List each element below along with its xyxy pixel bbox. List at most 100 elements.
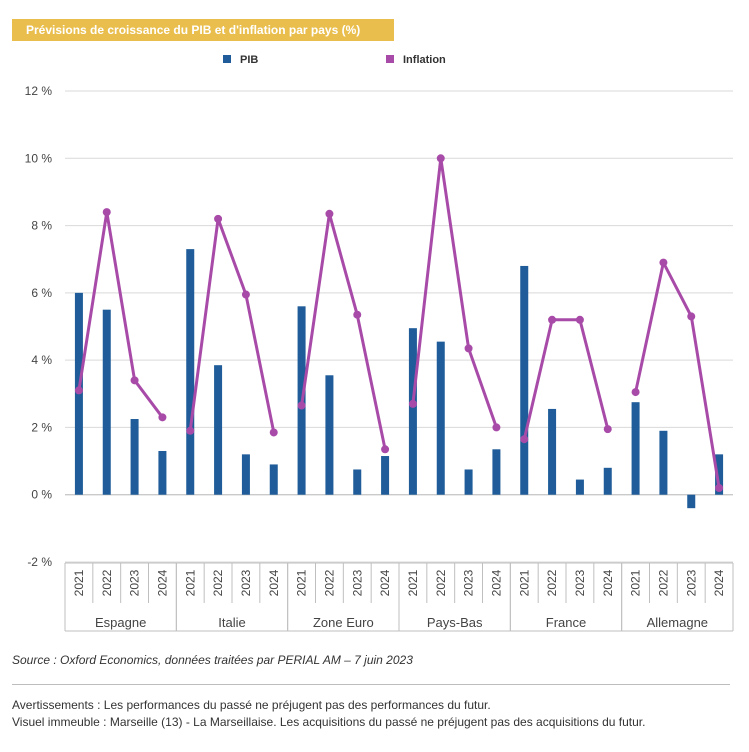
x-year-label: 2022 bbox=[322, 569, 336, 596]
x-year-label: 2023 bbox=[239, 569, 253, 596]
inflation-point bbox=[548, 315, 557, 324]
inflation-point bbox=[158, 413, 167, 422]
x-year-label: 2022 bbox=[545, 569, 559, 596]
pib-bar bbox=[659, 430, 668, 495]
inflation-point bbox=[186, 426, 195, 435]
inflation-point bbox=[687, 312, 696, 321]
inflation-line bbox=[300, 212, 387, 450]
y-tick-label: 2 % bbox=[31, 420, 52, 434]
inflation-point bbox=[603, 425, 612, 434]
pib-bar bbox=[436, 341, 445, 495]
x-year-label: 2021 bbox=[629, 569, 643, 596]
pib-bar bbox=[130, 419, 139, 495]
x-year-label: 2021 bbox=[406, 569, 420, 596]
inflation-point bbox=[381, 445, 390, 454]
x-year-label: 2024 bbox=[489, 569, 503, 596]
x-year-label: 2024 bbox=[378, 569, 392, 596]
inflation-point bbox=[297, 401, 306, 410]
x-year-label: 2022 bbox=[100, 569, 114, 596]
pib-bar bbox=[214, 365, 223, 495]
x-year-label: 2022 bbox=[434, 569, 448, 596]
source-text: Source : Oxford Economics, données trait… bbox=[12, 653, 413, 667]
x-year-label: 2021 bbox=[295, 569, 309, 596]
pib-bar bbox=[631, 402, 640, 495]
notes: Avertissements : Les performances du pas… bbox=[12, 697, 645, 731]
inflation-point bbox=[130, 376, 139, 385]
x-group-label: Allemagne bbox=[647, 615, 708, 630]
disclaimer-text: Avertissements : Les performances du pas… bbox=[12, 698, 491, 712]
x-year-label: 2023 bbox=[684, 569, 698, 596]
x-year-label: 2021 bbox=[517, 569, 531, 596]
visual-note-text: Visuel immeuble : Marseille (13) - La Ma… bbox=[12, 715, 646, 729]
y-tick-label: 4 % bbox=[31, 353, 52, 367]
inflation-point bbox=[520, 435, 529, 444]
legend-pib-label: PIB bbox=[240, 54, 258, 66]
y-tick-label: 12 % bbox=[25, 84, 53, 98]
inflation-point bbox=[269, 428, 278, 437]
x-year-label: 2024 bbox=[601, 569, 615, 596]
y-tick-label: 6 % bbox=[31, 286, 52, 300]
pib-bar bbox=[158, 450, 167, 495]
y-tick-label: 8 % bbox=[31, 219, 52, 233]
x-year-label: 2021 bbox=[183, 569, 197, 596]
inflation-point bbox=[241, 290, 250, 299]
inflation-line bbox=[634, 261, 721, 489]
inflation-line bbox=[522, 318, 610, 440]
pib-bar bbox=[464, 469, 473, 495]
x-group-label: Italie bbox=[218, 615, 245, 630]
inflation-point bbox=[715, 483, 724, 492]
x-group-label: Espagne bbox=[95, 615, 146, 630]
inflation-point bbox=[325, 209, 334, 218]
pib-bar bbox=[548, 408, 557, 495]
inflation-line bbox=[77, 210, 164, 419]
inflation-point bbox=[214, 214, 223, 223]
x-year-label: 2023 bbox=[462, 569, 476, 596]
pib-bar bbox=[325, 375, 334, 495]
inflation-line bbox=[411, 156, 498, 428]
x-year-label: 2022 bbox=[211, 569, 225, 596]
x-year-label: 2023 bbox=[573, 569, 587, 596]
pib-bar bbox=[575, 479, 584, 495]
x-group-label: Pays-Bas bbox=[427, 615, 483, 630]
x-group-label: France bbox=[546, 615, 586, 630]
x-year-label: 2024 bbox=[267, 569, 281, 596]
y-tick-label: 10 % bbox=[25, 151, 53, 165]
x-year-label: 2021 bbox=[72, 569, 86, 596]
x-year-label: 2023 bbox=[128, 569, 142, 596]
y-tick-label: -2 % bbox=[27, 555, 52, 569]
pib-bar bbox=[186, 249, 195, 495]
inflation-point bbox=[492, 423, 501, 432]
chart-title: Prévisions de croissance du PIB et d'inf… bbox=[12, 19, 394, 41]
x-year-label: 2022 bbox=[656, 569, 670, 596]
inflation-point bbox=[575, 315, 584, 324]
inflation-point bbox=[408, 399, 417, 408]
pib-bar bbox=[102, 309, 111, 495]
pib-bar bbox=[492, 449, 501, 495]
x-year-label: 2024 bbox=[155, 569, 169, 596]
y-tick-label: 0 % bbox=[31, 488, 52, 502]
x-year-label: 2023 bbox=[350, 569, 364, 596]
legend-inflation-swatch bbox=[386, 55, 394, 63]
x-year-label: 2024 bbox=[712, 569, 726, 596]
x-group-label: Zone Euro bbox=[313, 615, 374, 630]
pib-bar bbox=[269, 464, 278, 495]
inflation-point bbox=[74, 386, 83, 395]
legend-pib-swatch bbox=[223, 55, 231, 63]
chart-area: -2 % 0 % 2 % 4 % 6 % 8 % 10 % 12 % 2021 2022 2023 2… bbox=[25, 54, 734, 632]
inflation-point bbox=[353, 310, 362, 319]
pib-bar bbox=[715, 454, 724, 495]
pib-bar bbox=[520, 265, 529, 495]
inflation-point bbox=[631, 388, 640, 397]
inflation-point bbox=[659, 258, 668, 267]
pib-bar bbox=[603, 467, 612, 495]
pib-bar bbox=[353, 469, 362, 495]
pib-bar bbox=[381, 456, 390, 495]
pib-bar bbox=[241, 454, 250, 495]
divider bbox=[12, 684, 730, 685]
legend-inflation-label: Inflation bbox=[403, 54, 446, 66]
pib-bar bbox=[687, 494, 696, 509]
inflation-line bbox=[188, 217, 276, 433]
inflation-point bbox=[102, 208, 111, 217]
inflation-point bbox=[436, 154, 445, 163]
pib-bar bbox=[408, 328, 417, 495]
